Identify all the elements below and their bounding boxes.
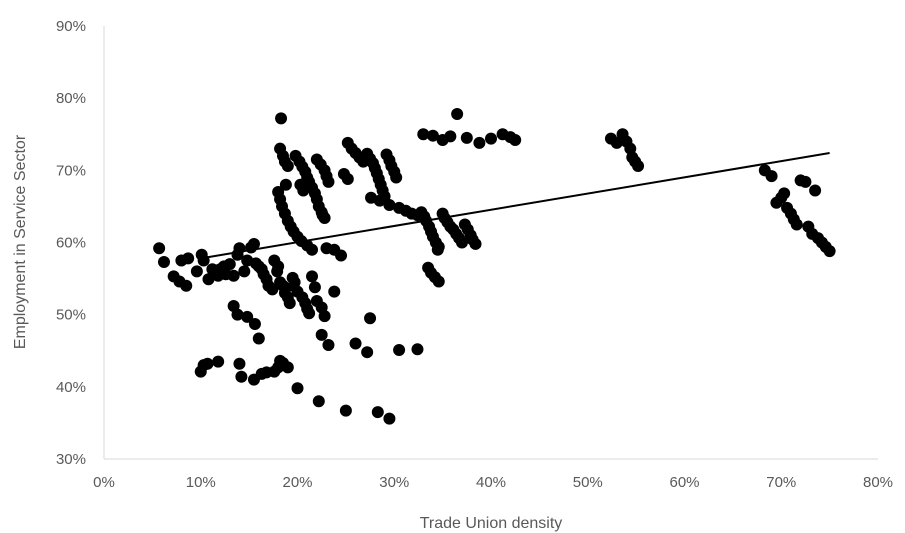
data-point <box>306 243 319 256</box>
data-point <box>281 160 294 173</box>
data-point <box>765 170 778 183</box>
data-point <box>306 270 319 283</box>
data-point <box>610 136 623 149</box>
y-tick-label: 40% <box>56 379 86 396</box>
data-point <box>432 275 445 288</box>
data-point <box>247 237 260 250</box>
data-point <box>235 370 248 383</box>
trendline <box>200 152 830 260</box>
data-point <box>451 108 464 121</box>
data-point <box>411 343 424 356</box>
data-point <box>335 249 348 262</box>
data-point <box>417 128 430 141</box>
y-tick-label: 30% <box>56 451 86 468</box>
data-point <box>383 198 396 211</box>
data-point <box>455 236 468 249</box>
data-point <box>180 279 193 292</box>
data-point <box>632 160 645 173</box>
y-tick-label: 60% <box>56 235 86 252</box>
y-tick-label: 70% <box>56 162 86 179</box>
data-point <box>473 136 486 149</box>
data-point <box>248 318 261 331</box>
data-point <box>316 209 329 222</box>
data-point <box>799 175 812 188</box>
data-point <box>444 130 457 143</box>
data-point <box>390 171 403 184</box>
data-point <box>291 382 304 395</box>
data-point <box>485 132 497 145</box>
data-point <box>339 404 352 417</box>
data-point <box>373 194 386 207</box>
data-point <box>252 332 265 345</box>
data-point <box>303 307 316 320</box>
data-point <box>364 312 377 325</box>
data-point <box>426 129 439 142</box>
data-point <box>182 252 195 265</box>
data-point <box>227 269 240 282</box>
data-point <box>322 175 335 188</box>
data-point <box>283 297 296 310</box>
x-tick-label: 10% <box>186 474 216 491</box>
x-tick-label: 20% <box>282 474 312 491</box>
data-point <box>190 265 203 278</box>
data-point <box>279 178 292 191</box>
y-tick-labels: 30% 40% 50% 60% 70% 80% 90% <box>56 18 86 468</box>
x-tick-label: 0% <box>93 474 115 491</box>
data-points <box>153 108 836 425</box>
data-point <box>328 285 341 298</box>
data-point <box>341 172 354 185</box>
data-point <box>281 361 294 374</box>
data-point <box>823 245 836 258</box>
data-point <box>312 395 325 408</box>
data-point <box>349 337 362 350</box>
data-point <box>233 357 246 370</box>
data-point <box>469 237 482 250</box>
x-tick-labels: 0% 10% 20% 30% 40% 50% 60% 70% 80% <box>93 474 893 491</box>
y-axis-title: Employment in Service Sector <box>12 134 29 349</box>
data-point <box>266 283 279 296</box>
x-tick-label: 50% <box>573 474 603 491</box>
y-tick-label: 90% <box>56 18 86 35</box>
x-tick-label: 40% <box>476 474 506 491</box>
data-point <box>371 406 384 419</box>
data-point <box>157 255 170 268</box>
data-point <box>315 328 328 341</box>
data-point <box>308 281 321 294</box>
y-tick-label: 50% <box>56 307 86 324</box>
data-point <box>809 184 822 197</box>
data-point <box>201 357 214 370</box>
data-point <box>231 308 244 321</box>
data-point <box>272 260 285 273</box>
data-point <box>275 112 288 125</box>
data-point <box>383 412 396 425</box>
x-tick-label: 60% <box>669 474 699 491</box>
data-point <box>212 355 225 368</box>
data-point <box>297 184 310 197</box>
data-point <box>509 134 522 147</box>
x-tick-label: 80% <box>863 474 893 491</box>
x-tick-label: 70% <box>766 474 796 491</box>
data-point <box>318 310 331 323</box>
data-point <box>153 242 166 255</box>
data-point <box>431 243 444 256</box>
data-point <box>778 187 791 200</box>
data-point <box>238 265 251 278</box>
data-point <box>460 131 473 144</box>
x-axis-title: Trade Union density <box>420 515 563 532</box>
data-point <box>361 346 374 359</box>
data-point <box>241 310 254 323</box>
y-tick-label: 80% <box>56 90 86 107</box>
data-point <box>287 279 300 292</box>
data-point <box>223 258 236 271</box>
data-point <box>790 218 803 231</box>
x-tick-label: 30% <box>379 474 409 491</box>
data-point <box>202 273 215 286</box>
data-point <box>322 338 335 351</box>
data-point <box>393 344 406 357</box>
